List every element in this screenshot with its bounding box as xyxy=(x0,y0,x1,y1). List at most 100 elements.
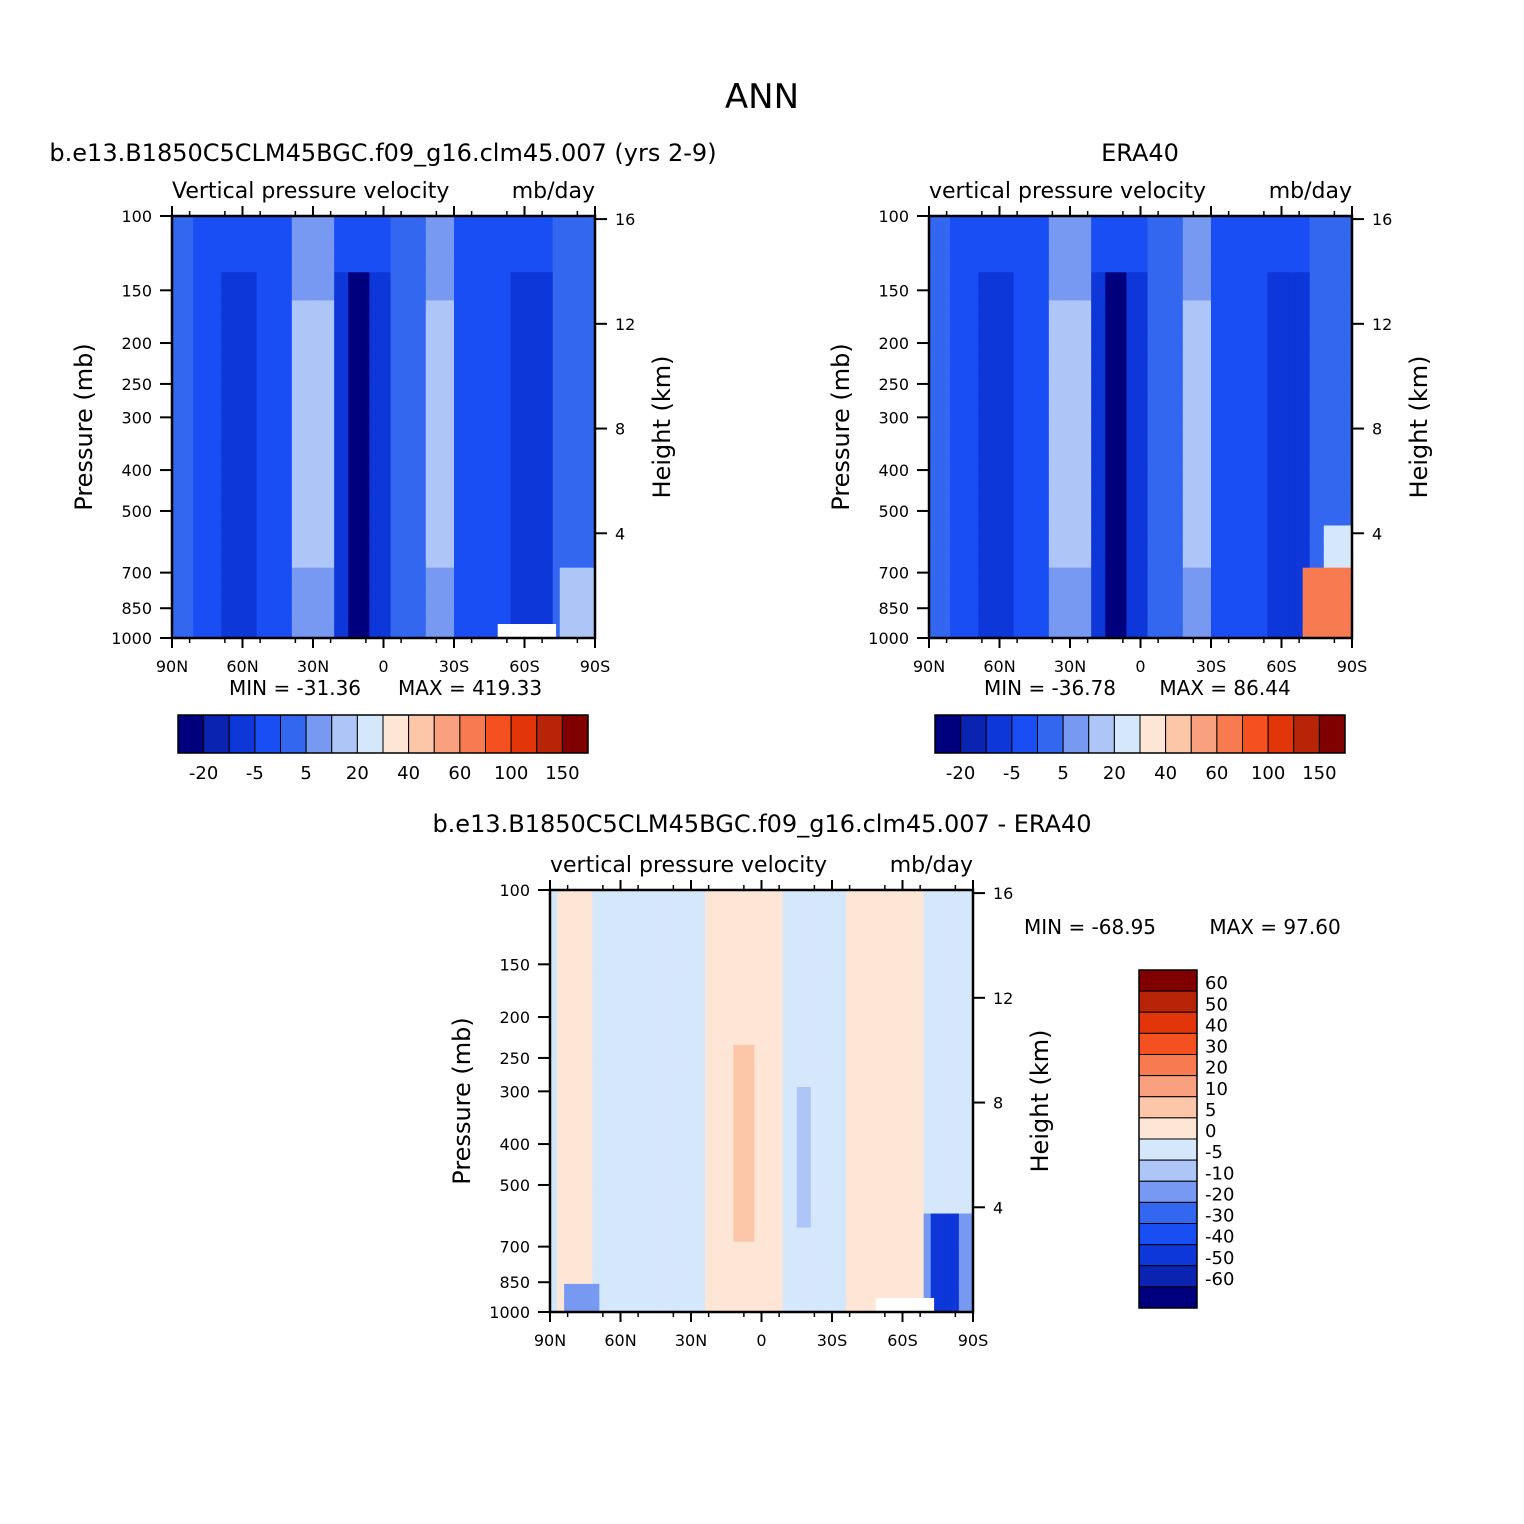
contour-cell xyxy=(1196,342,1205,358)
contour-cell xyxy=(418,469,427,484)
contour-cell xyxy=(200,441,208,456)
contour-cell xyxy=(1084,398,1092,414)
contour-cell xyxy=(496,511,504,527)
contour-cell xyxy=(305,286,314,301)
contour-cell xyxy=(1323,384,1332,400)
contour-cell xyxy=(578,932,586,947)
contour-cell xyxy=(524,300,533,316)
contour-cell xyxy=(936,384,944,400)
contour-cell xyxy=(348,595,356,611)
contour-cell xyxy=(298,230,307,245)
contour-cell xyxy=(740,1030,748,1046)
contour-cell xyxy=(950,342,958,358)
contour-cell xyxy=(1175,272,1184,287)
contour-cell xyxy=(1203,609,1212,625)
contour-cell xyxy=(726,1199,734,1215)
contour-cell xyxy=(446,258,455,273)
contour-cell xyxy=(1098,412,1106,428)
contour-cell xyxy=(803,918,812,933)
panel-right-subtitle: mb/day xyxy=(512,179,595,204)
contour-cell xyxy=(446,539,455,555)
contour-cell xyxy=(592,1016,600,1032)
contour-cell xyxy=(1225,497,1233,512)
contour-cell xyxy=(327,342,335,358)
contour-cell xyxy=(1013,469,1022,484)
contour-cell xyxy=(761,1101,770,1116)
contour-cell xyxy=(1041,581,1050,597)
contour-cell xyxy=(566,286,575,301)
contour-cell xyxy=(957,412,965,428)
contour-cell xyxy=(425,539,434,555)
contour-cell xyxy=(397,567,406,583)
contour-cell xyxy=(1006,623,1015,639)
contour-cell xyxy=(985,469,994,484)
contour-cell xyxy=(796,932,805,947)
contour-cell xyxy=(803,1241,812,1257)
contour-cell xyxy=(235,455,244,470)
contour-cell xyxy=(531,539,540,555)
contour-cell xyxy=(1302,398,1311,414)
contour-cell xyxy=(1020,258,1029,273)
height-tick-label: 4 xyxy=(615,524,625,543)
contour-cell xyxy=(298,595,307,611)
contour-cell xyxy=(404,398,413,414)
contour-cell xyxy=(992,272,1001,287)
contour-cell xyxy=(1133,469,1142,484)
contour-cell xyxy=(355,244,363,259)
contour-cell xyxy=(1147,511,1156,527)
contour-cell xyxy=(1091,539,1099,555)
contour-cell xyxy=(496,342,504,358)
contour-cell xyxy=(1267,272,1276,287)
contour-cell xyxy=(1211,230,1219,245)
contour-cell xyxy=(1105,497,1113,512)
contour-cell xyxy=(1267,511,1276,527)
contour-cell xyxy=(404,370,413,386)
contour-cell xyxy=(1330,469,1339,484)
contour-cell xyxy=(1211,511,1219,527)
contour-cell xyxy=(1232,539,1240,555)
contour-cell xyxy=(796,1072,805,1088)
contour-cell xyxy=(936,441,944,456)
contour-cell xyxy=(627,904,636,919)
contour-cell xyxy=(432,356,441,372)
contour-cell xyxy=(256,258,265,273)
contour-cell xyxy=(1161,581,1170,597)
contour-cell xyxy=(482,567,490,583)
contour-cell xyxy=(580,384,589,400)
colorbar-swatch xyxy=(1113,714,1141,754)
contour-cell xyxy=(669,1115,678,1130)
contour-cell xyxy=(270,525,279,541)
contour-cell xyxy=(432,469,441,484)
contour-cell xyxy=(200,483,208,498)
contour-cell xyxy=(683,904,692,919)
contour-cell xyxy=(943,539,951,555)
contour-cell xyxy=(193,230,201,245)
contour-cell xyxy=(747,932,756,947)
contour-cell xyxy=(592,1157,600,1172)
contour-cell xyxy=(1246,553,1254,569)
contour-cell xyxy=(256,469,265,484)
contour-cell xyxy=(510,427,519,442)
contour-cell xyxy=(580,497,589,512)
contour-cell xyxy=(369,272,378,287)
contour-cell xyxy=(1091,286,1099,301)
contour-cell xyxy=(754,1199,763,1215)
contour-cell xyxy=(1309,370,1318,386)
contour-cell xyxy=(1288,623,1297,639)
contour-cell xyxy=(1168,272,1177,287)
contour-cell xyxy=(775,1213,784,1229)
contour-cell xyxy=(733,1143,741,1158)
contour-cell xyxy=(1246,581,1254,597)
contour-cell xyxy=(585,1016,593,1032)
contour-cell xyxy=(1048,483,1057,498)
contour-cell xyxy=(1098,272,1106,287)
contour-cell xyxy=(1196,286,1205,301)
contour-cell xyxy=(425,427,434,442)
contour-cell xyxy=(383,398,392,414)
colorbar-swatch xyxy=(177,714,205,754)
contour-cell xyxy=(803,1044,812,1060)
contour-cell xyxy=(1239,441,1247,456)
contour-cell xyxy=(803,1185,812,1201)
contour-cell xyxy=(1133,483,1142,498)
y-tick-label: 300 xyxy=(878,408,909,427)
